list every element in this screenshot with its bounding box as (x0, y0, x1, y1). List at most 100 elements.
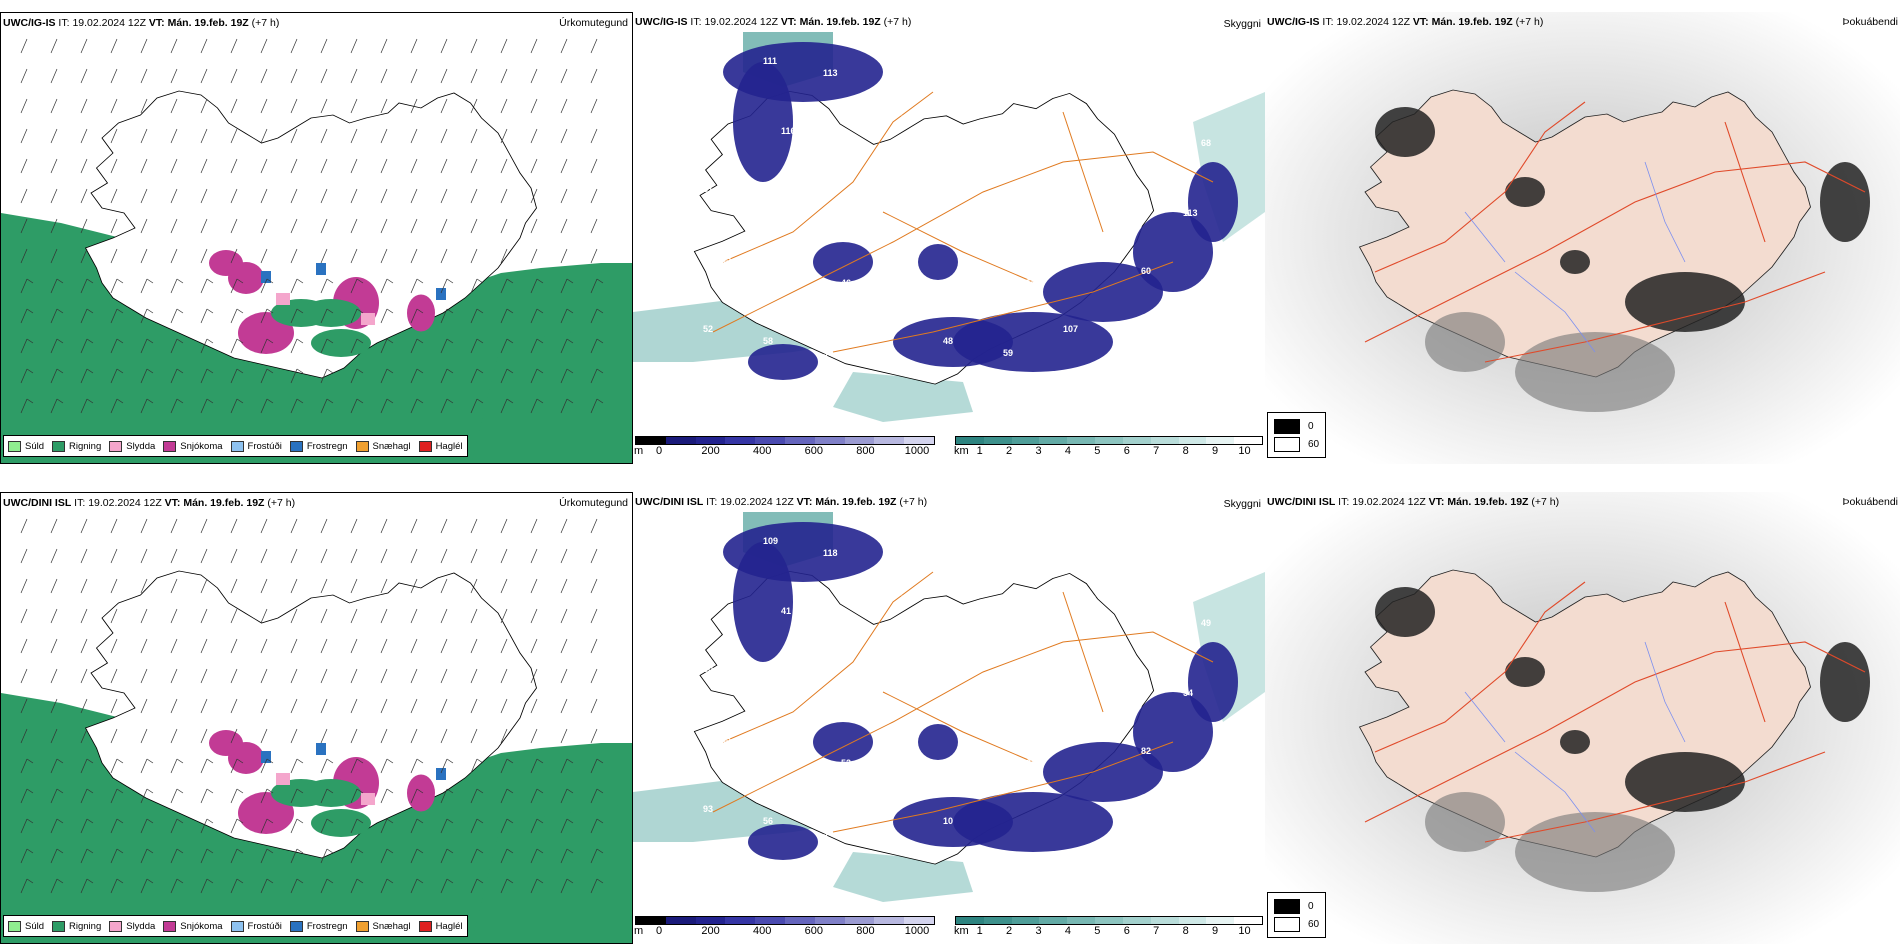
legend-label: Snjókoma (180, 440, 223, 452)
wind-barb (110, 188, 118, 204)
wind-barb (260, 728, 268, 744)
low-cloud-area (748, 824, 818, 860)
wind-barb (80, 278, 94, 294)
wind-barb (410, 158, 418, 174)
wind-barb (380, 128, 388, 144)
wind-barb (410, 278, 424, 294)
wind-barb (140, 848, 154, 864)
cloud-base-label: 101 (1123, 536, 1138, 546)
wind-barb (290, 608, 298, 624)
legend-item: Frostúði (230, 920, 282, 932)
cloud-base-label: 71 (1003, 208, 1013, 218)
wind-barb (170, 68, 178, 84)
wind-barb (500, 578, 508, 594)
wind-barb (140, 788, 154, 804)
wind-barb (410, 578, 418, 594)
wind-barb (20, 188, 28, 204)
wind-barb (140, 398, 154, 414)
wind-barb (290, 638, 298, 654)
cloud-base-label: 55 (721, 254, 731, 264)
colorbar-tick: 1 (976, 925, 983, 937)
cloud-base-label: 68 (1201, 138, 1211, 148)
colorbar-tick: 5 (1094, 445, 1101, 457)
wind-barb (500, 248, 508, 264)
wind-barb (560, 278, 574, 294)
wind-barb (80, 158, 88, 174)
cloud-base-label: 43 (1081, 114, 1091, 124)
cloud-base-label: 51 (703, 184, 713, 194)
wind-barb (170, 368, 184, 384)
wind-barb (320, 368, 334, 384)
wind-barb (80, 188, 88, 204)
wind-barb (230, 308, 244, 324)
cloud-base-label: 107 (1063, 324, 1078, 334)
wind-barb (140, 668, 148, 684)
wind-barb (500, 278, 514, 294)
wind-barb (200, 98, 208, 114)
precip-type-legend: Súld Rigning Slydda Snjókoma Frostúði Frostre… (3, 915, 468, 937)
colorbar-tick: 200 (701, 445, 720, 457)
legend-item: Rigning (52, 440, 101, 452)
rain-area (301, 779, 361, 807)
wind-barb (200, 518, 208, 534)
cloud-visibility-panel-top: UWC/IG-IS IT: 19.02.2024 12Z VT: Mán. 19… (633, 12, 1265, 464)
wind-barb (170, 728, 178, 744)
wind-barb (80, 398, 94, 414)
wind-barb (440, 698, 448, 714)
wind-barb (440, 548, 448, 564)
cloud-base-label: 67 (781, 266, 791, 276)
fog-area (1560, 250, 1590, 274)
fog-indicator-panel-bottom: UWC/DINI ISL IT: 19.02.2024 12Z VT: Mán.… (1265, 492, 1900, 944)
rivers (1464, 161, 1686, 353)
fog-area (1375, 587, 1435, 637)
cloud-base-label: 76 (763, 676, 773, 686)
wind-barb (590, 248, 598, 264)
wind-barb (80, 758, 94, 774)
wind-barb (350, 758, 364, 774)
cloud-base-label: 93 (943, 56, 953, 66)
legend-item: Snjókoma (163, 440, 223, 452)
wind-barb (260, 368, 274, 384)
wind-barb (560, 878, 574, 894)
wind-barb (530, 218, 538, 234)
wind-barb (530, 788, 544, 804)
wind-barb (590, 128, 598, 144)
wind-barb (440, 38, 448, 54)
wind-barb (590, 608, 598, 624)
legend-label: Slydda (126, 920, 156, 932)
wind-barb (530, 98, 538, 114)
wind-barb (560, 128, 568, 144)
wind-barb (170, 878, 184, 894)
freezing-rain-area (436, 768, 446, 780)
wind-barb (350, 578, 358, 594)
legend-item: Snæhagl (355, 440, 411, 452)
wind-barb (110, 788, 124, 804)
legend-item: Súld (8, 440, 44, 452)
wind-barb (110, 728, 118, 744)
wind-barb (260, 698, 268, 714)
wind-barb (320, 818, 334, 834)
wind-barb (200, 548, 208, 564)
wind-barb (260, 98, 268, 114)
wind-barb (500, 728, 508, 744)
wind-barb (530, 728, 538, 744)
wind-barb (530, 158, 538, 174)
cloud-base-label: 122 (943, 676, 958, 686)
wind-barb (530, 128, 538, 144)
wind-barb (50, 128, 58, 144)
wind-barb (470, 68, 478, 84)
wind-barb (140, 518, 148, 534)
colorbar-gradient (955, 436, 1263, 445)
wind-barb (350, 188, 358, 204)
wind-barb (50, 698, 58, 714)
wind-barb (230, 398, 244, 414)
wind-barb (230, 728, 238, 744)
legend-swatch (289, 920, 303, 932)
wind-barb (80, 668, 88, 684)
wind-barb (290, 758, 304, 774)
wind-barb (320, 188, 328, 204)
wind-barb (590, 578, 598, 594)
cloud-base-label: 55 (1123, 676, 1133, 686)
cloud-base-label: 140 (883, 44, 898, 54)
low-cloud-area (813, 242, 873, 282)
